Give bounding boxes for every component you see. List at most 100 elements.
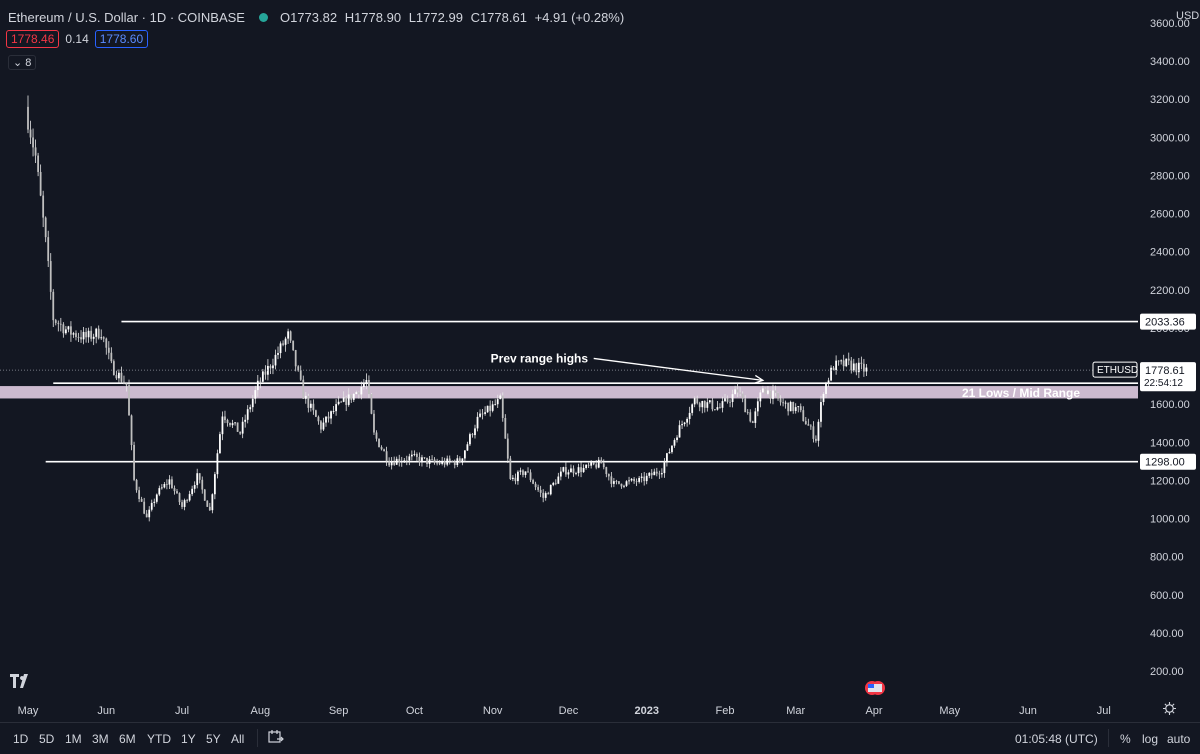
candle-body	[517, 471, 519, 482]
range-1d-button[interactable]: 1D	[13, 732, 29, 746]
candle-body	[219, 434, 221, 454]
candle-body	[595, 464, 598, 468]
candle-body	[77, 337, 80, 338]
auto-scale-toggle[interactable]: auto	[1167, 732, 1191, 746]
tradingview-logo-icon[interactable]	[10, 674, 34, 688]
candle-body	[514, 477, 517, 482]
currency-selector[interactable]: USD⌄	[1176, 10, 1200, 22]
go-to-date-icon[interactable]	[268, 729, 284, 745]
candle-body	[655, 471, 658, 474]
mid-range-zone[interactable]	[0, 386, 1138, 399]
candle-body	[272, 365, 274, 369]
candle-body	[761, 388, 764, 393]
candle-body	[188, 494, 191, 501]
prev-range-highs-annotation[interactable]: Prev range highs	[491, 351, 589, 365]
range-6m-button[interactable]: 6M	[119, 732, 136, 746]
candle-body	[754, 411, 757, 423]
range-ytd-button[interactable]: YTD	[147, 732, 171, 746]
price-chart[interactable]: 200.00 400.00 600.00 800.00 1000.00 1200.00 14…	[0, 0, 1200, 722]
indicators-toggle-button[interactable]: ⌄ 8	[8, 55, 37, 70]
bid-price[interactable]: 1778.46	[6, 30, 60, 48]
candle-body	[809, 425, 812, 427]
candle-body	[279, 343, 282, 354]
percent-scale-toggle[interactable]: %	[1120, 732, 1131, 746]
candle-body	[49, 261, 52, 292]
candle-body	[64, 329, 67, 334]
candle-body	[832, 367, 835, 371]
economic-events-flag-icon[interactable]	[860, 680, 890, 696]
zone-label[interactable]: 21 Lows / Mid Range	[962, 386, 1080, 400]
candle-body	[269, 365, 272, 369]
candle-body	[347, 394, 350, 405]
candle-body	[229, 422, 231, 426]
range-1m-button[interactable]: 1M	[65, 732, 82, 746]
range-3m-button[interactable]: 3M	[92, 732, 109, 746]
log-scale-toggle[interactable]: log	[1142, 732, 1159, 746]
candle-body	[216, 453, 219, 475]
candle-body	[471, 434, 474, 436]
candle-body	[150, 502, 153, 510]
candle-body	[231, 423, 234, 426]
candle-body	[663, 462, 666, 474]
y-axis-tick-label: 1200.00	[1150, 475, 1190, 487]
ohlc-values: O1773.82 H1778.90 L1772.99 C1778.61 +4.9…	[280, 10, 628, 25]
candle-body	[746, 412, 749, 413]
symbol-title[interactable]: Ethereum / U.S. Dollar · 1D · COINBASE	[8, 10, 245, 25]
candle-body	[484, 412, 486, 414]
candle-body	[537, 487, 540, 490]
candle-body	[570, 468, 572, 473]
chevron-down-icon: ⌄	[13, 57, 23, 69]
candle-body	[345, 397, 348, 405]
range-5y-button[interactable]: 5Y	[206, 732, 221, 746]
symbol-label-bg	[1092, 361, 1138, 378]
candle-body	[221, 416, 224, 435]
level-price-label[interactable]: 2033.36	[1145, 317, 1185, 329]
candle-body	[716, 407, 719, 410]
candle-body	[628, 480, 630, 482]
candle-body	[59, 323, 62, 325]
candle-body	[630, 478, 633, 481]
candle-body	[292, 340, 295, 351]
candle-body	[506, 438, 509, 459]
candle-body	[544, 493, 547, 498]
candle-body	[97, 328, 100, 339]
candle-body	[612, 481, 615, 484]
candle-body	[481, 413, 484, 415]
level-price-label[interactable]: 1298.00	[1145, 457, 1185, 469]
x-axis-tick-label: May	[18, 705, 39, 717]
last-price-label[interactable]: 1778.61	[1145, 365, 1185, 377]
candle-body	[572, 468, 575, 474]
candle-body	[850, 360, 853, 371]
candle-body	[312, 403, 315, 411]
annotation-arrow-line[interactable]	[593, 357, 763, 381]
candle-body	[751, 421, 754, 423]
range-all-button[interactable]: All	[231, 732, 245, 746]
candle-body	[524, 471, 527, 475]
clock-display[interactable]: 01:05:48 (UTC)	[1015, 732, 1098, 746]
candle-body	[251, 398, 254, 408]
y-axis-tick-label: 3600.00	[1150, 18, 1190, 30]
candle-body	[350, 394, 353, 400]
candle-body	[34, 147, 37, 156]
candle-body	[547, 493, 550, 495]
candle-body	[756, 401, 759, 412]
ask-price[interactable]: 1778.60	[94, 30, 149, 48]
candle-body	[254, 390, 257, 399]
settings-gear-icon[interactable]	[1163, 702, 1176, 715]
candle-body	[494, 404, 497, 406]
range-5d-button[interactable]: 5D	[39, 732, 55, 746]
y-axis-tick-label: 600.00	[1150, 590, 1184, 602]
candle-body	[165, 483, 168, 485]
currency-label: USD	[1176, 10, 1200, 22]
candle-body	[408, 456, 411, 461]
candle-body	[671, 445, 673, 453]
range-1y-button[interactable]: 1Y	[181, 732, 196, 746]
y-axis-tick-label: 200.00	[1150, 666, 1184, 678]
symbol-price-label[interactable]: ETHUSD	[1097, 365, 1138, 376]
candle-body	[764, 388, 767, 394]
candle-body	[357, 392, 360, 395]
candle-body	[133, 445, 135, 480]
candle-body	[860, 362, 863, 364]
candle-body	[739, 392, 742, 394]
